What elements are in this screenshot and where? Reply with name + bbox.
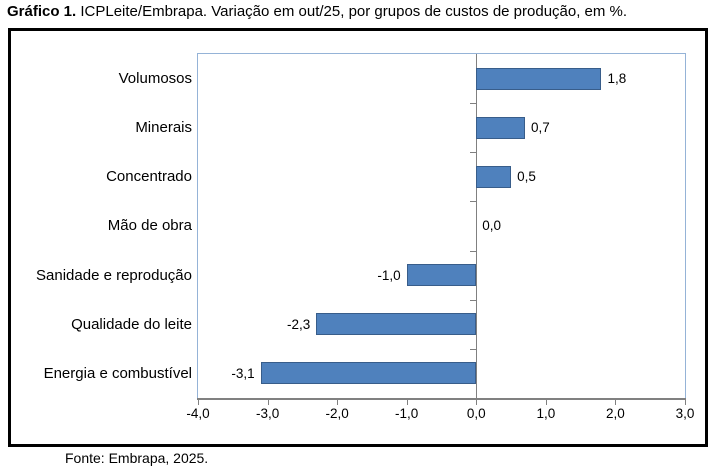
- chart-frame: 1,8 Volumosos 0,7 Minerais 0,5 Concentrado 0,0…: [8, 28, 708, 447]
- value-label: -2,3: [287, 316, 311, 332]
- category-tick: [470, 251, 476, 252]
- category-tick: [470, 300, 476, 301]
- chart-source: Fonte: Embrapa, 2025.: [65, 450, 209, 466]
- value-label: 0,7: [531, 120, 550, 136]
- bar-volumosos: [476, 67, 602, 90]
- x-tick-label: 1,0: [536, 406, 556, 421]
- x-axis-tick: [198, 400, 199, 405]
- x-tick-label: -1,0: [395, 406, 419, 421]
- value-label: 0,0: [482, 218, 502, 234]
- chart-title: Gráfico 1. ICPLeite/Embrapa. Variação em…: [7, 3, 627, 20]
- bar-sanidade-e-reprodu-o: [406, 264, 477, 287]
- category-label: Volumosos: [118, 70, 192, 87]
- value-label: -3,1: [231, 365, 255, 381]
- category-tick: [470, 201, 476, 202]
- category-label: Qualidade do leite: [71, 315, 192, 333]
- value-label: 1,8: [607, 71, 627, 86]
- x-tick-label: 3,0: [675, 406, 695, 421]
- value-label: 0,5: [517, 169, 536, 185]
- x-axis-tick: [476, 400, 477, 405]
- x-axis-line: [197, 398, 686, 400]
- x-axis-tick: [337, 400, 338, 405]
- bar-minerais: [476, 116, 525, 139]
- bar-qualidade-do-leite: [316, 313, 477, 336]
- chart-title-text: ICPLeite/Embrapa. Variação em out/25, po…: [76, 3, 628, 20]
- category-label: Concentrado: [106, 168, 192, 186]
- x-tick-label: 2,0: [606, 406, 625, 421]
- plot-canvas: 1,8 Volumosos 0,7 Minerais 0,5 Concentrado 0,0…: [11, 31, 705, 444]
- x-axis-tick: [685, 400, 686, 405]
- zero-axis-line: [476, 54, 477, 398]
- x-tick-label: 0,0: [466, 406, 486, 421]
- category-label: Sanidade e reprodução: [36, 266, 192, 284]
- value-label: -1,0: [377, 267, 401, 283]
- x-axis-tick: [407, 400, 408, 405]
- x-tick-label: -2,0: [325, 406, 349, 421]
- category-label: Mão de obra: [107, 217, 192, 235]
- x-tick-label: -4,0: [186, 406, 210, 421]
- x-axis-tick: [268, 400, 269, 405]
- category-label: Minerais: [135, 119, 192, 137]
- category-tick: [470, 349, 476, 350]
- x-axis-tick: [615, 400, 616, 405]
- bar-concentrado: [476, 165, 512, 188]
- category-tick: [470, 152, 476, 153]
- bar-energia-e-combust-vel: [260, 362, 477, 385]
- category-label: Energia e combustível: [43, 364, 192, 382]
- x-tick-label: -3,0: [255, 406, 280, 421]
- chart-title-prefix: Gráfico 1.: [7, 3, 77, 20]
- category-tick: [470, 103, 476, 104]
- x-axis-tick: [546, 400, 547, 405]
